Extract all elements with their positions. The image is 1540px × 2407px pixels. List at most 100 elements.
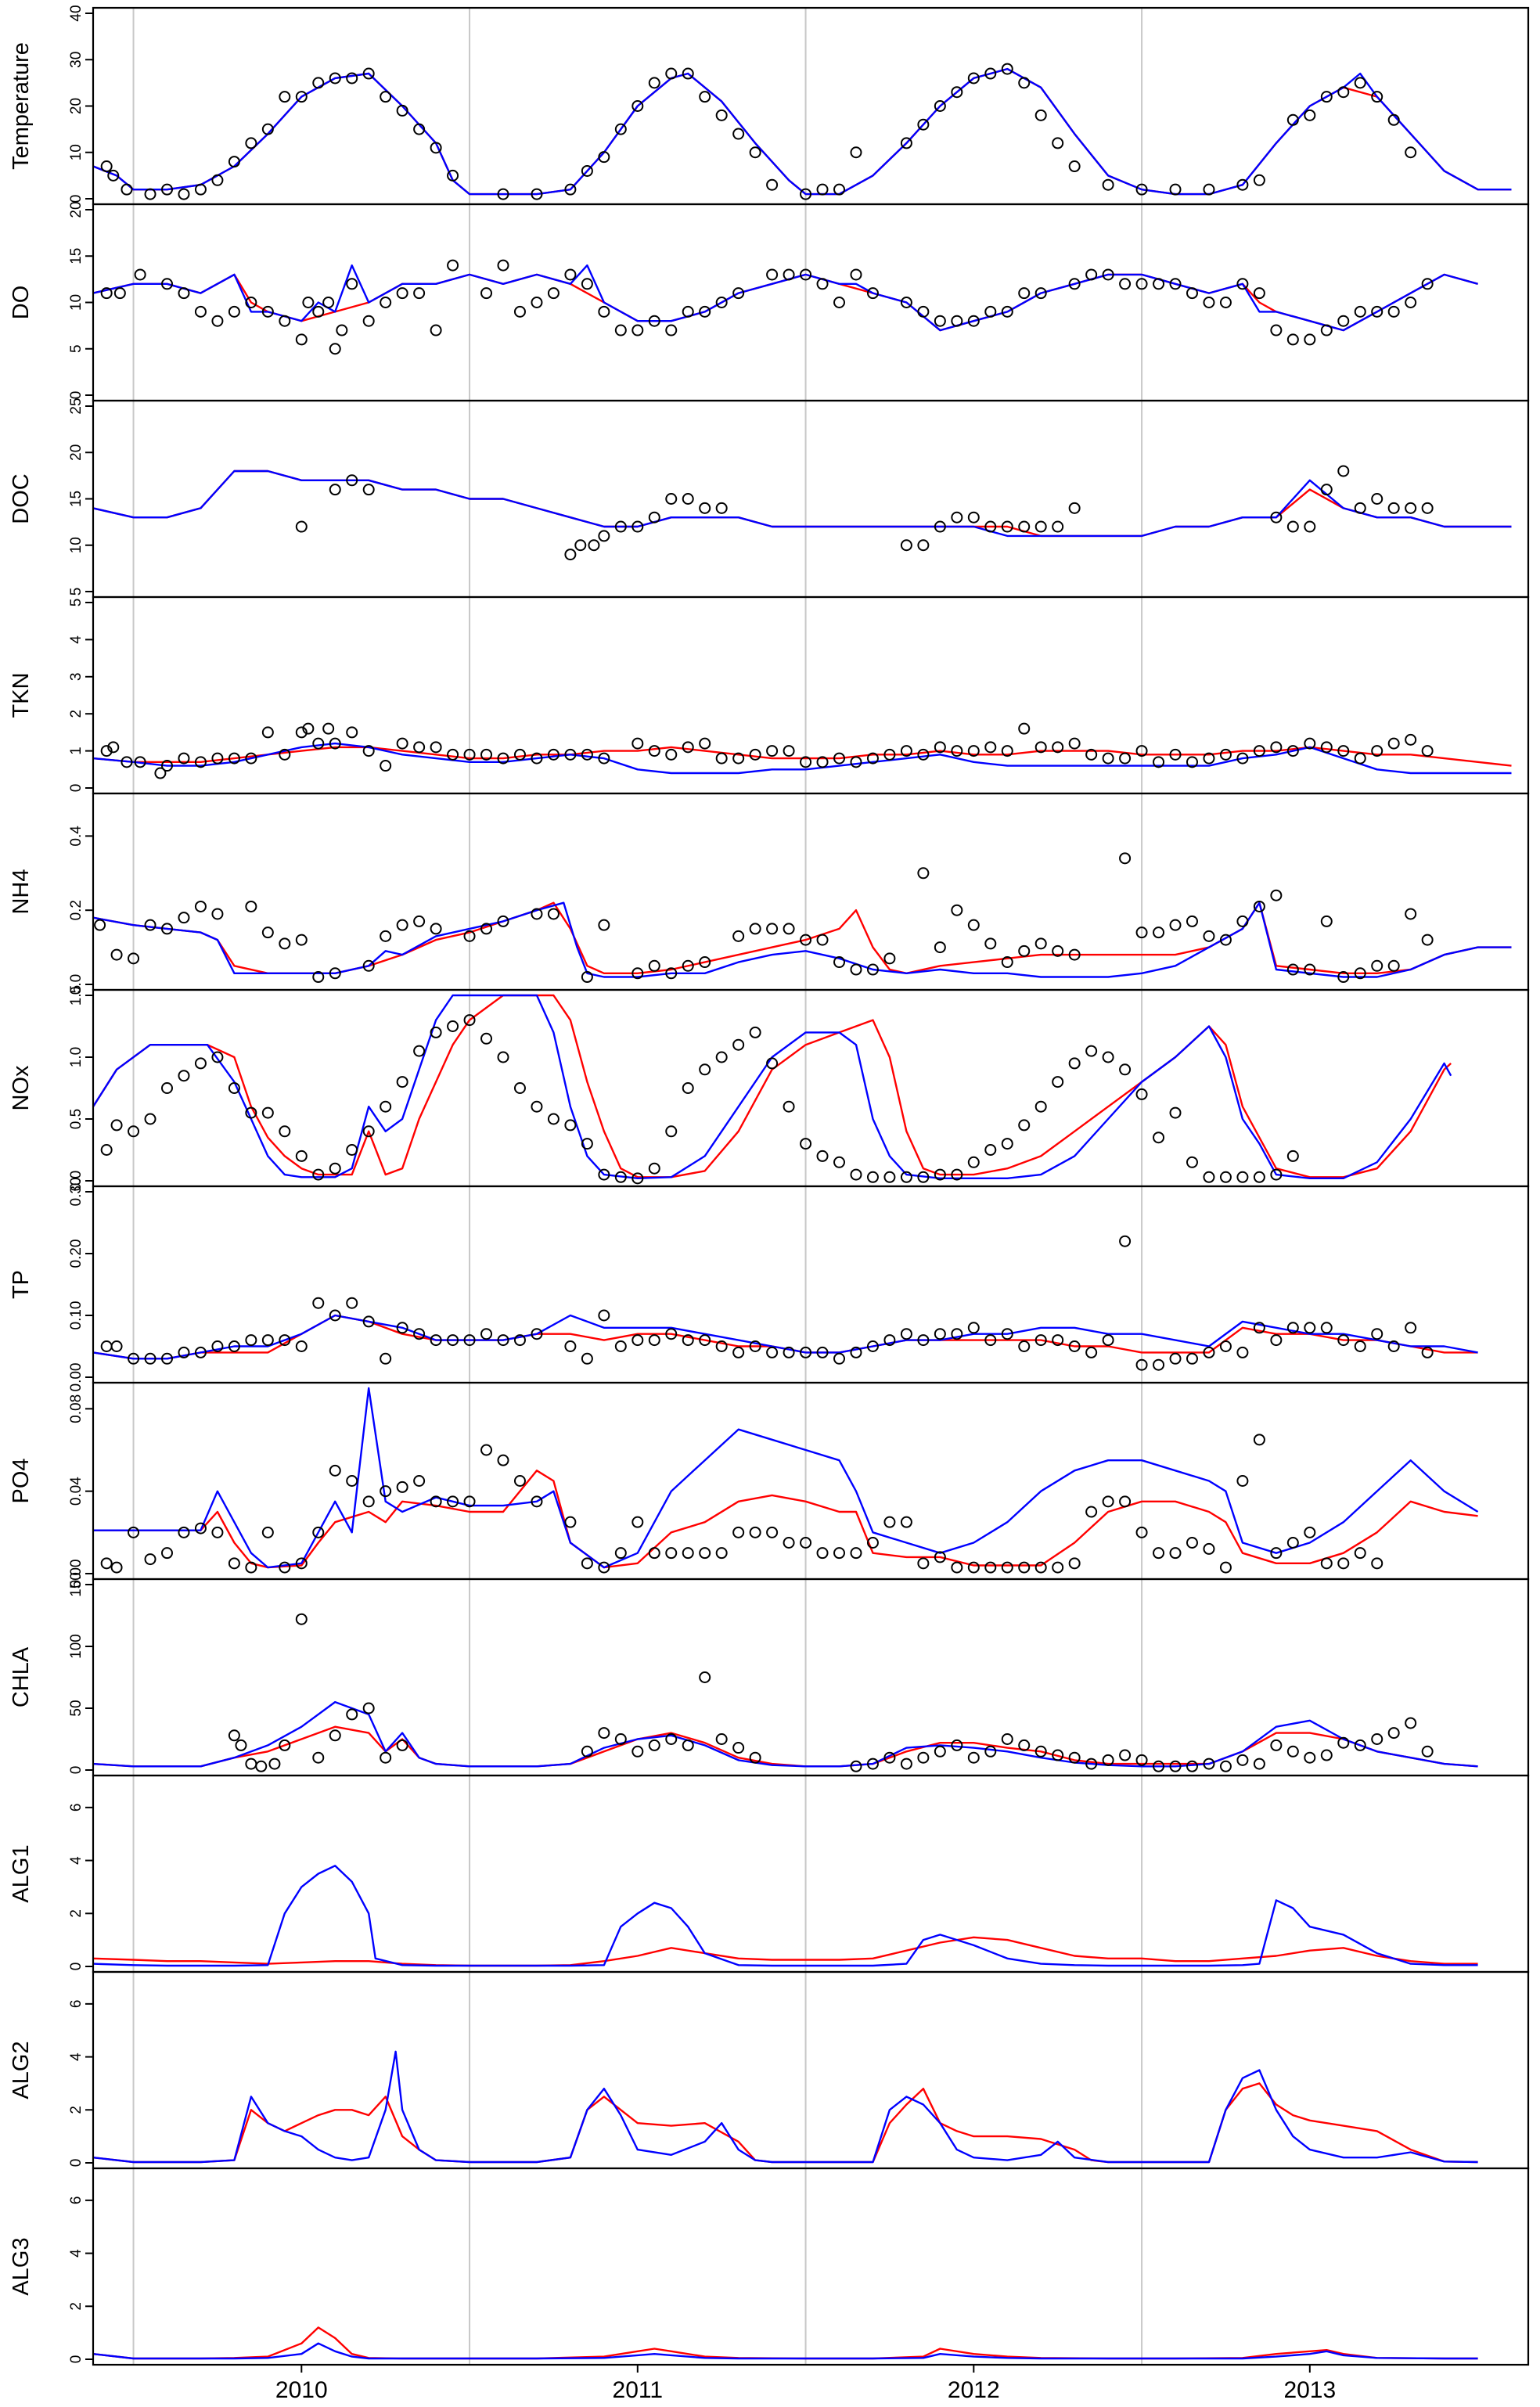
observed-point [967,72,980,85]
observed-point [413,1328,426,1340]
observed-point [1052,1561,1064,1574]
observed-point [110,1340,123,1352]
y-tick-label: 0.0 [68,974,85,995]
observed-point [866,963,879,976]
observed-point [228,1340,240,1352]
observed-point [900,1328,912,1340]
observed-point [228,1729,240,1742]
observed-point [295,1557,308,1570]
observed-point [648,511,660,523]
observed-point [107,169,120,182]
series-blue-line [92,67,1512,196]
observed-point [413,1045,426,1057]
observed-point [1236,1171,1249,1183]
observed-point [1169,919,1182,931]
observed-point [951,1739,963,1751]
y-tick-label: 0.30 [68,1178,85,1207]
y-tick-label: 5 [68,588,85,596]
observed-point [1186,1760,1198,1772]
observed-point [312,1526,325,1538]
observed-point [1421,1745,1434,1758]
observed-point [1337,745,1350,757]
observed-point [362,745,375,757]
observed-point [699,502,711,514]
observed-point [1153,756,1165,768]
observed-point [951,745,963,757]
observed-point [631,100,644,112]
observed-point [312,1297,325,1309]
observed-point [1371,1328,1383,1340]
observed-point [1219,297,1232,308]
observed-point [1153,926,1165,939]
y-tick-label: 30 [68,52,85,68]
series-blue-line [92,2342,1478,2360]
observed-point [883,748,896,761]
observed-point [329,72,341,85]
observed-point [1001,63,1013,75]
observed-point [1405,1717,1417,1729]
observed-point [134,268,146,281]
series-red-line [92,994,1452,1178]
observed-point [396,1481,408,1493]
observed-point [194,1057,207,1070]
observed-point [951,1561,963,1574]
observed-point [1270,1739,1283,1751]
observed-point [1203,752,1215,765]
observed-point [984,67,997,80]
observed-point [833,297,846,308]
observed-point [362,67,375,80]
observed-point [329,484,341,496]
observed-point [800,188,812,200]
observed-point [1135,1526,1148,1538]
observed-point [614,1340,627,1352]
series-blue-line [92,742,1512,775]
observed-point [430,1495,442,1508]
observed-point [261,726,274,739]
observed-point [380,1751,392,1764]
observed-point [128,1125,140,1138]
observed-point [581,1352,593,1365]
observed-point [648,1547,660,1560]
observed-point [245,1334,257,1347]
observed-point [581,1745,593,1758]
observed-point [380,1485,392,1498]
y-tick-label: 0.04 [68,1477,85,1506]
observed-point [100,287,113,300]
y-tick-label: 0.08 [68,1394,85,1423]
y-tick-label: 0.4 [68,826,85,847]
observed-point [547,287,560,300]
observed-point [917,867,930,880]
observed-point [816,934,829,946]
observed-point [1068,948,1081,961]
y-tick-label: 4 [68,2053,85,2061]
observed-point [682,741,694,754]
observed-point [547,748,560,761]
observed-point [1236,915,1249,927]
observed-point [614,1547,627,1560]
observed-point [1034,1334,1047,1347]
observed-point [463,1014,476,1027]
observed-point [430,1026,442,1038]
observed-point [413,287,426,300]
observed-point [598,530,610,542]
y-tick-label: 1.0 [68,1047,85,1067]
observed-point [631,1516,644,1528]
y-tick-label: 100 [68,1634,85,1659]
observed-point [1253,1434,1265,1446]
observed-point [1219,1760,1232,1772]
panel-frame [92,792,1530,991]
observed-point [1270,511,1283,523]
observed-point [1119,1495,1132,1508]
observed-point [1286,520,1299,533]
observed-point [178,188,190,200]
observed-point [497,1454,509,1466]
observed-point [1068,502,1081,514]
observed-point [648,745,660,757]
observed-point [1135,183,1148,196]
observed-point [1236,752,1249,765]
observed-point [178,287,190,300]
y-tick-label: 40 [68,5,85,21]
observed-point [951,1328,963,1340]
observed-point [1153,1760,1165,1772]
observed-point [967,1751,980,1764]
